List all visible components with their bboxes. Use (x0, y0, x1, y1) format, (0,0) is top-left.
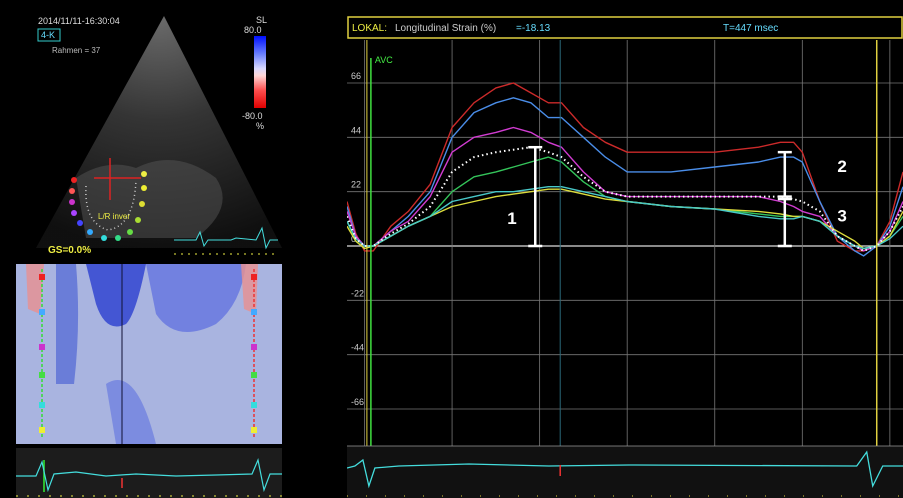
series-line-blue (347, 97, 903, 257)
mmode-blue-region-1 (56, 264, 79, 384)
mmode-background (16, 264, 282, 444)
ecg-trace (347, 450, 903, 489)
series-line-cyan (347, 186, 903, 250)
y-tick-label: -22 (351, 288, 364, 298)
scale-label: SL (256, 15, 267, 25)
y-tick-label: -44 (351, 343, 364, 353)
y-tick-label: 66 (351, 71, 361, 81)
scale-min: -80.0 (242, 111, 263, 121)
scale-max: 80.0 (244, 25, 262, 35)
header-metric: Longitudinal Strain (%) (395, 23, 496, 34)
header-box (347, 16, 903, 39)
left-ecg-trace (16, 457, 282, 493)
y-tick-labels: 66 44 22 0 -22 -44 -66 (351, 71, 364, 407)
strain-colorbar (254, 36, 266, 108)
left-ecg-strip (16, 448, 282, 498)
header-time: T=447 msec (723, 23, 778, 34)
header-value: =-18.13 (516, 23, 551, 34)
mmode-segment-dots (39, 274, 257, 433)
y-tick-label: 0 (351, 234, 356, 244)
echo-datetime: 2014/11/11-16:30:04 (38, 16, 120, 26)
main-ecg-strip (347, 445, 903, 498)
event-lines (366, 40, 878, 498)
tracking-points (69, 171, 147, 241)
chart-background (347, 16, 903, 498)
avc-label: AVC (375, 55, 393, 65)
measurement-bars (528, 145, 792, 248)
global-strain-label: GS=0.0% (48, 245, 91, 256)
y-tick-label: 44 (351, 125, 361, 135)
mmode-strain-map (16, 264, 282, 444)
chart-grid (347, 40, 903, 446)
scale-unit: % (256, 121, 264, 131)
y-tick-label: 22 (351, 180, 361, 190)
y-tick-label: -66 (351, 397, 364, 407)
orientation-label: L/R inver (98, 212, 130, 221)
view-badge-box (37, 28, 61, 42)
mmode-blue-region-4 (106, 380, 156, 444)
mmode-blue-region-3 (146, 264, 246, 332)
mini-ecg (174, 226, 278, 250)
marker-3-label: 3 (837, 206, 846, 225)
series-lines (347, 82, 903, 257)
series-line-white (347, 146, 903, 252)
ecg-background (347, 446, 903, 498)
strain-chart: LOKAL: Longitudinal Strain (%) =-18.13 T… (347, 16, 903, 498)
marker-1-label: 1 (507, 209, 516, 228)
marker-2-label: 2 (837, 157, 846, 176)
frame-count: Rahmen = 37 (52, 46, 101, 55)
series-line-red (347, 82, 903, 252)
view-badge: 4-K (41, 30, 55, 40)
myocardium-speckle (76, 160, 223, 238)
echo-image-panel: 2014/11/11-16:30:04 4-K Rahmen = 37 SL 8… (16, 8, 282, 258)
header-label: LOKAL: (352, 23, 387, 34)
mmode-blue-region-2 (86, 264, 146, 327)
